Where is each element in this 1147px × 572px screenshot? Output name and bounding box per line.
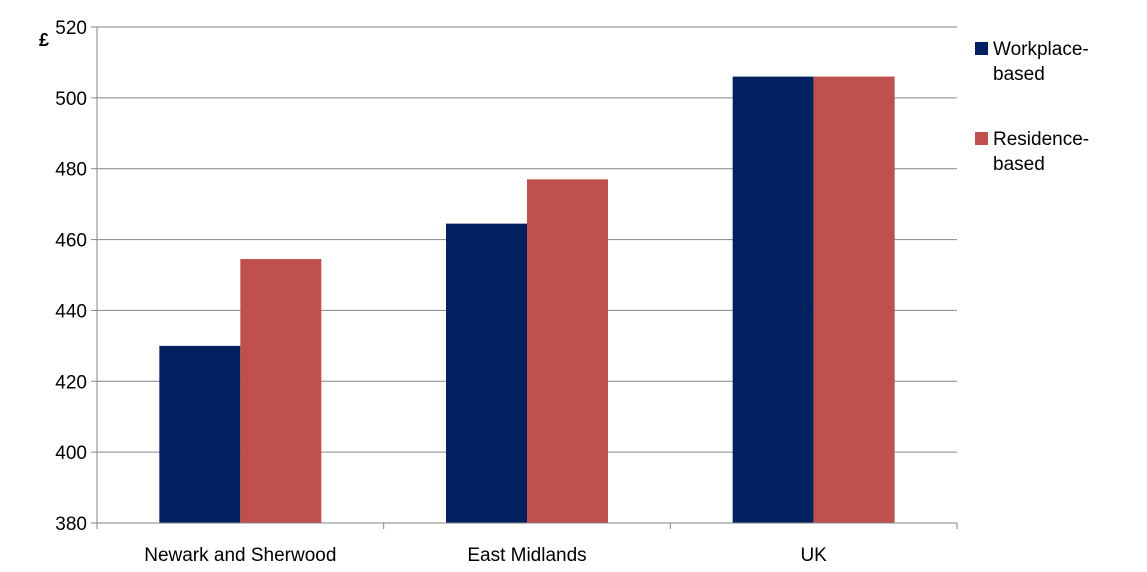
legend-label-line: Residence- bbox=[993, 129, 1089, 150]
x-category-label: UK bbox=[800, 545, 827, 566]
y-tick-label: 380 bbox=[55, 514, 87, 535]
legend-label-residence: Residence-based bbox=[993, 129, 1089, 175]
x-category-label: Newark and Sherwood bbox=[144, 545, 336, 566]
x-category-label: East Midlands bbox=[467, 545, 586, 566]
bar-residence-2 bbox=[813, 76, 895, 523]
bar-workplace-1 bbox=[446, 223, 527, 523]
y-tick-label: 500 bbox=[55, 89, 87, 110]
bar-workplace-2 bbox=[732, 76, 814, 523]
legend-label-line: based bbox=[993, 154, 1045, 175]
legend-label-line: Workplace- bbox=[993, 39, 1089, 60]
legend-label-workplace: Workplace-based bbox=[993, 39, 1089, 85]
bar-residence-1 bbox=[527, 179, 608, 524]
axes: 380 400 420 440 460 480 500 520 Newark and Sherw… bbox=[55, 18, 958, 566]
legend-swatch-residence bbox=[975, 132, 988, 145]
y-tick-label: 420 bbox=[55, 372, 87, 393]
legend-swatch-workplace bbox=[975, 42, 988, 55]
bars bbox=[159, 76, 895, 524]
legend-label-line: based bbox=[993, 64, 1045, 85]
y-tick-label: 400 bbox=[55, 443, 87, 464]
y-tick-label: 480 bbox=[55, 160, 87, 181]
bar-workplace-0 bbox=[159, 345, 241, 523]
y-axis-unit-label: £ bbox=[39, 30, 49, 50]
y-tick-label: 460 bbox=[55, 231, 87, 252]
bar-residence-0 bbox=[240, 259, 322, 523]
y-tick-label: 440 bbox=[55, 301, 87, 322]
y-tick-label: 520 bbox=[55, 18, 87, 39]
